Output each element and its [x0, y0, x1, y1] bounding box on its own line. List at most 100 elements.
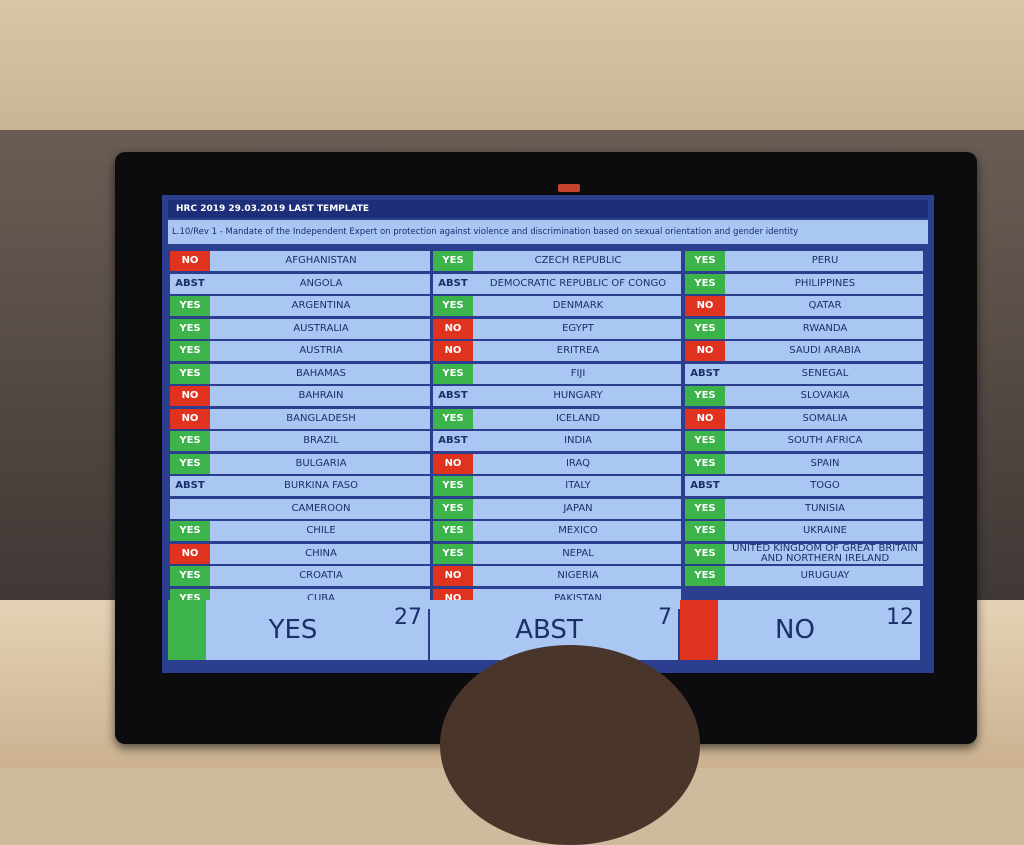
vote-cell: YES [433, 498, 473, 519]
vote-cell: YES [170, 363, 210, 384]
country-name: CAMEROON [291, 502, 351, 514]
vote-cell: NO [170, 543, 210, 564]
vote-cell: NO [433, 341, 473, 361]
vote-cell: ABST [170, 476, 210, 496]
country-name: JAPAN [563, 502, 593, 514]
vote-row: NO BANGLADESH [170, 408, 430, 429]
vote-cell: ABST [685, 363, 725, 384]
country-name: PERU [811, 255, 839, 266]
vote-cell: YES [685, 566, 725, 586]
spectator-head [440, 645, 700, 845]
vote-row: ABST INDIA [433, 431, 681, 451]
country-name: FIJI [570, 367, 586, 379]
country-name: BURKINA FASO [283, 480, 359, 491]
vote-cell: ABST [433, 386, 473, 406]
total-count: 12 [886, 605, 914, 630]
vote-row: YES AUSTRALIA [170, 318, 430, 339]
resolution-title: L.10/Rev 1 - Mandate of the Independent … [168, 220, 928, 244]
vote-cell: ABST [685, 476, 725, 496]
vote-cell: ABST [170, 273, 210, 294]
total-box: NO 12 [680, 600, 920, 660]
country-name: SAUDI ARABIA [789, 345, 861, 356]
vote-row: YES NEPAL [433, 543, 681, 564]
country-name: UKRAINE [802, 525, 847, 536]
vote-row: NO CHINA [170, 543, 430, 564]
country-name: CROATIA [299, 570, 343, 581]
vote-row: ABST SENEGAL [685, 363, 923, 384]
country-name: BAHRAIN [298, 390, 344, 401]
vote-cell: YES [433, 408, 473, 429]
vote-row: YES TUNISIA [685, 498, 923, 519]
vote-cell: ABST [433, 431, 473, 451]
vote-cell: YES [433, 521, 473, 541]
total-label: YES [268, 615, 318, 645]
vote-row: YES ICELAND [433, 408, 681, 429]
country-name: TUNISIA [805, 502, 845, 514]
country-name: RWANDA [802, 322, 848, 334]
vote-row: NO AFGHANISTAN [170, 251, 430, 271]
vote-cell: YES [685, 543, 725, 564]
country-name: BULGARIA [295, 457, 347, 469]
country-name: PAKISTAN [554, 592, 602, 604]
vote-row: YES UNITED KINGDOM OF GREAT BRITAIN AND N… [685, 543, 923, 564]
board-title: HRC 2019 29.03.2019 LAST TEMPLATE [168, 200, 928, 218]
vote-cell: NO [433, 453, 473, 474]
country-name: ITALY [565, 480, 591, 491]
vote-row: YES ITALY [433, 476, 681, 496]
country-name: CHILE [306, 525, 336, 536]
vote-row: YES SPAIN [685, 453, 923, 474]
vote-cell: NO [170, 251, 210, 271]
vote-row: YES BRAZIL [170, 431, 430, 451]
country-name: BAHAMAS [296, 367, 346, 379]
vote-cell: NO [685, 296, 725, 316]
vote-cell: YES [685, 453, 725, 474]
vote-row: CAMEROON [170, 498, 430, 519]
vote-cell: YES [433, 363, 473, 384]
total-count: 27 [394, 605, 422, 630]
vote-cell: YES [170, 453, 210, 474]
vote-row: NO ERITREA [433, 341, 681, 361]
vote-row: NO SAUDI ARABIA [685, 341, 923, 361]
country-name: SOUTH AFRICA [787, 435, 863, 446]
vote-cell: NO [433, 566, 473, 586]
country-name: ARGENTINA [291, 300, 351, 311]
monitor-logo [558, 184, 580, 192]
country-name: BRAZIL [303, 435, 339, 446]
vote-cell [170, 498, 210, 519]
country-name: QATAR [808, 300, 842, 311]
country-name: SOMALIA [802, 412, 848, 424]
country-name: INDIA [564, 435, 592, 446]
country-name: DEMOCRATIC REPUBLIC OF CONGO [489, 277, 667, 289]
country-name: URUGUAY [800, 570, 850, 581]
vote-cell: YES [170, 318, 210, 339]
country-name: SLOVAKIA [800, 390, 850, 401]
country-name: ERITREA [556, 345, 600, 356]
vote-row: YES UKRAINE [685, 521, 923, 541]
country-name: MEXICO [558, 525, 598, 536]
country-name: NIGERIA [557, 570, 599, 581]
total-box: ABST 7 [430, 600, 678, 660]
country-name: SPAIN [810, 457, 840, 469]
vote-row: YES CZECH REPUBLIC [433, 251, 681, 271]
country-name: TOGO [810, 480, 840, 491]
country-name: BANGLADESH [286, 412, 356, 424]
country-name: ANGOLA [299, 277, 343, 289]
vote-row: YES CROATIA [170, 566, 430, 586]
country-name: DENMARK [552, 300, 604, 311]
vote-row: YES RWANDA [685, 318, 923, 339]
vote-row: YES BULGARIA [170, 453, 430, 474]
country-name: AUSTRIA [299, 345, 343, 356]
vote-row: NO BAHRAIN [170, 386, 430, 406]
country-name: HUNGARY [553, 390, 603, 401]
vote-cell: YES [170, 341, 210, 361]
vote-cell: YES [685, 386, 725, 406]
vote-row: NO SOMALIA [685, 408, 923, 429]
vote-row: YES SOUTH AFRICA [685, 431, 923, 451]
total-swatch [168, 600, 206, 660]
vote-cell: YES [685, 251, 725, 271]
vote-row: ABST HUNGARY [433, 386, 681, 406]
vote-cell: NO [685, 341, 725, 361]
vote-cell: NO [170, 386, 210, 406]
vote-cell: YES [170, 566, 210, 586]
vote-row: NO EGYPT [433, 318, 681, 339]
